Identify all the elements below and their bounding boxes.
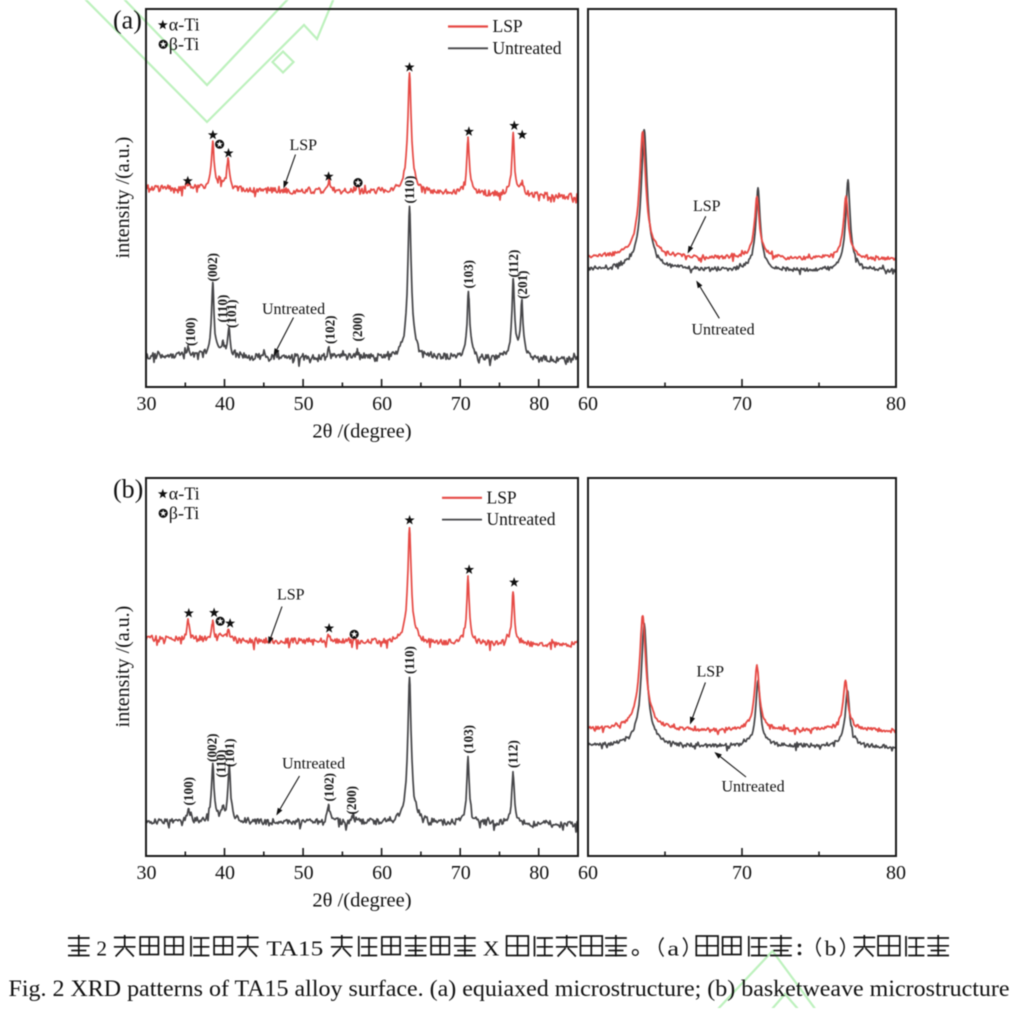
svg-text:60: 60: [372, 862, 392, 884]
svg-text:2θ /(degree): 2θ /(degree): [312, 421, 411, 443]
svg-text:(100): (100): [183, 317, 198, 346]
svg-text:(201): (201): [515, 270, 530, 299]
svg-text:(101): (101): [222, 738, 237, 767]
svg-text:β-Ti: β-Ti: [169, 503, 200, 523]
svg-text:Untreated: Untreated: [282, 756, 345, 773]
svg-text:30: 30: [137, 862, 157, 884]
svg-text:(100): (100): [181, 777, 196, 806]
svg-text:(a): (a): [113, 6, 142, 35]
svg-text:TA15: TA15: [260, 937, 329, 961]
svg-text:60: 60: [578, 862, 598, 884]
svg-text:(b): (b): [113, 475, 143, 504]
svg-text:LSP: LSP: [493, 16, 523, 36]
svg-text:70: 70: [451, 393, 471, 415]
svg-text:Fig. 2 XRD patterns of TA15 al: Fig. 2 XRD patterns of TA15 alloy surfac…: [9, 976, 1010, 1001]
svg-text:40: 40: [215, 393, 235, 415]
svg-text:70: 70: [732, 393, 752, 415]
svg-text:(110): (110): [402, 176, 417, 204]
svg-text:β-Ti: β-Ti: [169, 34, 200, 54]
svg-text:2θ /(degree): 2θ /(degree): [312, 890, 411, 912]
svg-text:Untreated: Untreated: [262, 301, 325, 318]
svg-text:60: 60: [578, 393, 598, 415]
svg-text:(102): (102): [322, 315, 337, 344]
svg-text:(200): (200): [350, 313, 365, 342]
svg-text:LSP: LSP: [277, 587, 305, 604]
svg-text:(112): (112): [506, 250, 521, 278]
svg-text:(103): (103): [461, 725, 476, 754]
svg-text:40: 40: [215, 862, 235, 884]
svg-text:80: 80: [886, 862, 906, 884]
svg-text:(101): (101): [224, 299, 239, 328]
svg-text:intensity /(a.u.): intensity /(a.u.): [112, 137, 134, 259]
svg-text:b: b: [825, 937, 837, 961]
svg-text:LSP: LSP: [697, 664, 725, 681]
svg-text:Untreated: Untreated: [692, 322, 755, 339]
svg-text:Untreated: Untreated: [487, 509, 556, 529]
svg-text:80: 80: [529, 862, 549, 884]
svg-text:80: 80: [529, 393, 549, 415]
svg-text:60: 60: [372, 393, 392, 415]
svg-text:(200): (200): [344, 786, 359, 815]
svg-text:LSP: LSP: [290, 137, 318, 154]
svg-text:(002): (002): [204, 733, 219, 762]
svg-text:80: 80: [886, 393, 906, 415]
svg-text:a: a: [667, 937, 679, 961]
svg-text:30: 30: [137, 393, 157, 415]
svg-text:X: X: [477, 937, 505, 961]
svg-text:(102): (102): [321, 773, 336, 802]
svg-text:LSP: LSP: [693, 198, 721, 215]
svg-text:2: 2: [91, 937, 112, 961]
svg-text:α-Ti: α-Ti: [169, 483, 200, 503]
svg-text:50: 50: [294, 862, 314, 884]
svg-text:α-Ti: α-Ti: [169, 14, 200, 34]
svg-text:(103): (103): [461, 260, 476, 289]
svg-text:(112): (112): [506, 740, 521, 768]
svg-text:(110): (110): [215, 295, 230, 323]
svg-text:LSP: LSP: [487, 487, 517, 507]
svg-text:Untreated: Untreated: [493, 38, 562, 58]
svg-text:(002): (002): [205, 253, 220, 282]
svg-text:70: 70: [451, 862, 471, 884]
svg-text:70: 70: [732, 862, 752, 884]
svg-text:50: 50: [294, 393, 314, 415]
svg-text:(110): (110): [402, 646, 417, 674]
svg-text:intensity /(a.u.): intensity /(a.u.): [112, 606, 134, 728]
svg-text:Untreated: Untreated: [722, 779, 785, 796]
svg-text:(110): (110): [213, 750, 228, 778]
